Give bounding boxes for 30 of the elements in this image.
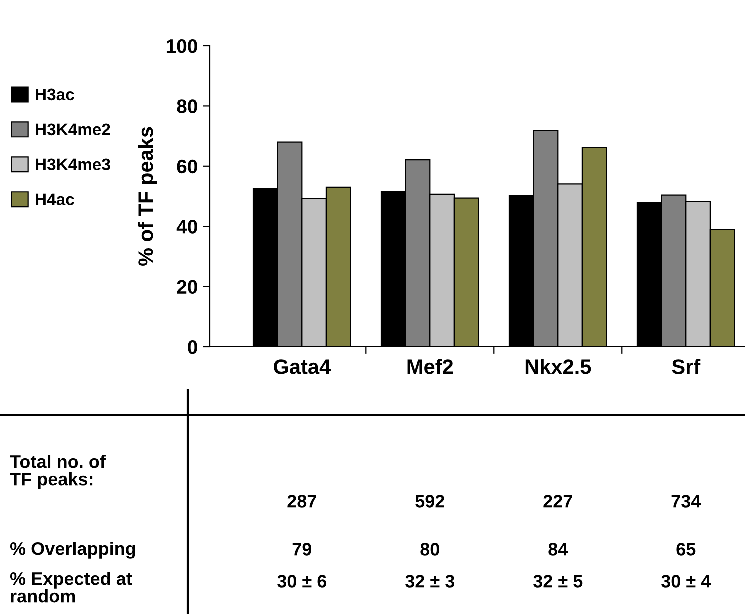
- x-tick-label: Mef2: [408, 359, 454, 374]
- legend-label: H4ac: [36, 194, 74, 206]
- y-tick-label: 60: [177, 160, 198, 174]
- x-tick-label: Gata4: [274, 360, 331, 374]
- y-tick-label: 0: [188, 340, 198, 354]
- y-tick-label: 20: [177, 280, 198, 294]
- text: 65: [676, 543, 696, 556]
- text: Total no. of TF peaks:: [10, 455, 106, 490]
- y-axis-title: % of TF peaks: [138, 127, 158, 266]
- x-tick-label: Srf: [672, 359, 701, 374]
- text: 30 ± 6: [278, 575, 327, 588]
- legend-label: H3K4me3: [36, 158, 110, 171]
- legend-label: H3ac: [36, 88, 74, 101]
- text: 287: [288, 495, 316, 508]
- x-tick-label: Nkx2.5: [526, 359, 592, 374]
- y-tick-label: 80: [177, 100, 198, 114]
- legend-label: H3K4me2: [36, 124, 110, 136]
- text: % Expected at random: [10, 572, 132, 603]
- text: 227: [544, 495, 572, 508]
- text: 84: [548, 543, 568, 556]
- text: 592: [416, 495, 444, 508]
- text: 32 ± 3: [406, 575, 455, 588]
- text: 30 ± 4: [662, 575, 712, 588]
- y-tick-label: 100: [166, 39, 198, 54]
- text: % Overlapping: [10, 542, 136, 559]
- y-tick-label: 40: [176, 220, 198, 234]
- text: 734: [672, 495, 702, 508]
- text: 80: [420, 543, 440, 556]
- text: 32 ± 5: [534, 575, 583, 588]
- text: 79: [292, 543, 312, 556]
